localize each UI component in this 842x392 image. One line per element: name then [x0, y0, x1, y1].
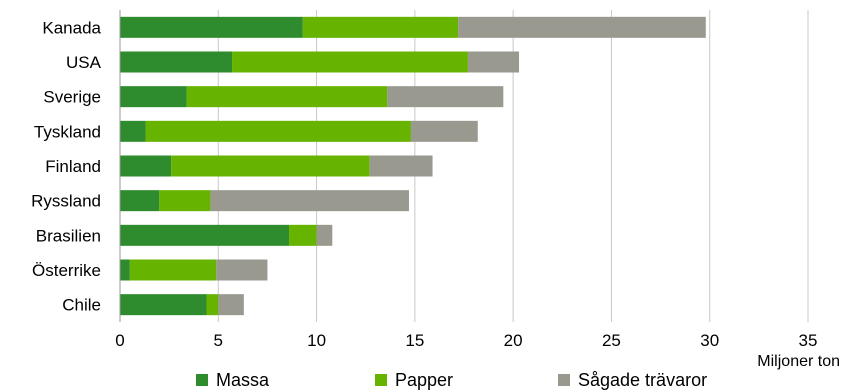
category-label: Sverige: [43, 88, 101, 107]
legend-item-papper: Papper: [375, 368, 453, 392]
category-label: Brasilien: [36, 226, 101, 245]
bar-papper: [206, 294, 219, 316]
bar-massa: [120, 51, 233, 73]
category-label: Chile: [62, 296, 101, 315]
bar-massa: [120, 294, 207, 316]
bar-massa: [120, 86, 187, 108]
x-tick-label: 20: [504, 331, 523, 350]
category-label: Österrike: [32, 261, 101, 280]
bar-papper: [186, 86, 388, 108]
bar-sågade-trävaror: [369, 155, 433, 177]
bar-papper: [232, 51, 468, 73]
x-tick-label: 5: [214, 331, 223, 350]
bar-massa: [120, 224, 290, 246]
bar-massa: [120, 120, 146, 142]
category-label: USA: [66, 53, 102, 72]
category-labels: Kanada USA Sverige Tyskland Finland Ryssland B…: [31, 18, 102, 314]
x-tick-labels: 0 5 10 15 20 25 30 35: [115, 331, 817, 350]
bar-sågade-trävaror: [216, 259, 268, 281]
bar-sågade-trävaror: [387, 86, 504, 108]
legend: Massa Papper Sågade trävaror: [0, 368, 842, 392]
bar-massa: [120, 16, 303, 38]
bar-sågade-trävaror: [316, 224, 333, 246]
category-label: Ryssland: [31, 192, 101, 211]
legend-label-massa: Massa: [216, 369, 270, 390]
bar-papper: [159, 190, 211, 212]
category-label: Finland: [45, 157, 101, 176]
x-tick-label: 25: [602, 331, 621, 350]
legend-item-sagade-travaror: Sågade trävaror: [558, 368, 707, 392]
x-tick-label: 35: [799, 331, 818, 350]
bar-sågade-trävaror: [467, 51, 520, 73]
category-label: Kanada: [42, 18, 101, 37]
x-tick-label: 10: [307, 331, 326, 350]
category-label: Tyskland: [34, 122, 101, 141]
bar-sågade-trävaror: [218, 294, 244, 316]
bar-sågade-trävaror: [410, 120, 478, 142]
bar-papper: [289, 224, 317, 246]
legend-swatch-massa: [196, 374, 208, 386]
legend-swatch-sagade-travaror: [558, 374, 570, 386]
bar-papper: [302, 16, 459, 38]
legend-swatch-papper: [375, 374, 387, 386]
bar-massa: [120, 155, 172, 177]
x-tick-label: 15: [405, 331, 424, 350]
x-axis-title: Miljoner ton: [757, 353, 840, 370]
x-tick-label: 0: [115, 331, 124, 350]
bar-sågade-trävaror: [458, 16, 706, 38]
bar-papper: [171, 155, 370, 177]
legend-label-sagade-travaror: Sågade trävaror: [578, 369, 708, 390]
bar-massa: [120, 259, 130, 281]
bar-sågade-trävaror: [210, 190, 409, 212]
legend-item-massa: Massa: [196, 368, 269, 392]
x-tick-label: 30: [700, 331, 719, 350]
bars: [120, 16, 706, 316]
bar-massa: [120, 190, 160, 212]
bar-papper: [129, 259, 217, 281]
legend-label-papper: Papper: [395, 369, 454, 390]
bar-papper: [145, 120, 411, 142]
